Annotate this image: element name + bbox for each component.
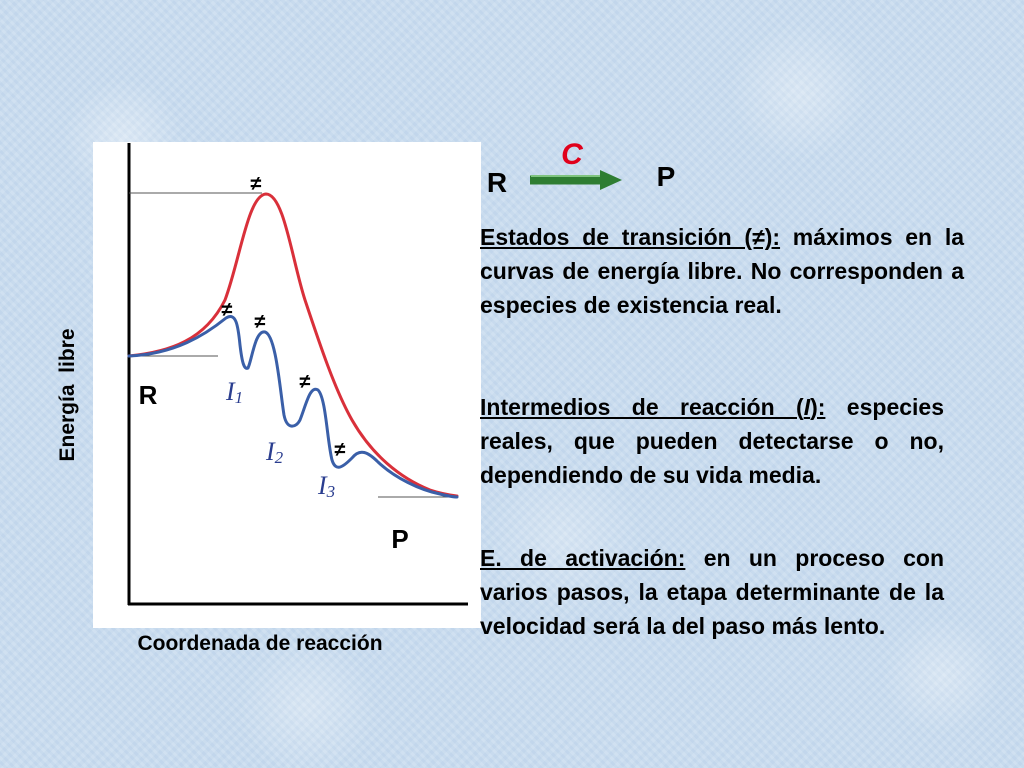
reaction-arrow-head xyxy=(600,170,622,190)
intermediates-text: especies reales, que pueden detectarse o… xyxy=(480,394,944,488)
intermediate-label-1: I1 xyxy=(225,377,243,407)
transition-state-symbol-4: ≠ xyxy=(335,439,346,461)
scheme-catalyst-label: C xyxy=(561,138,584,171)
y-axis-label: Energía libre xyxy=(56,328,79,461)
activation-energy-text: en un proceso con varios pasos, la etapa… xyxy=(480,545,944,639)
activation-energy-paragraph: E. de activación: en un proceso con vari… xyxy=(480,541,944,643)
activation-energy-term: E. de activación: xyxy=(480,545,686,571)
intermediate-label-2: I2 xyxy=(265,437,284,467)
transition-states-text: máximos en la curvas de energía libre. N… xyxy=(480,224,964,318)
transition-state-symbol-3: ≠ xyxy=(300,371,311,393)
diagram-reactant-label: R xyxy=(139,380,158,410)
transition-state-symbol-1: ≠ xyxy=(222,299,233,321)
intermediate-label-3: I3 xyxy=(317,471,335,501)
catalyzed-energy-curve xyxy=(127,315,459,499)
energy-diagram-panel xyxy=(93,142,481,628)
transition-state-symbol-main: ≠ xyxy=(251,173,262,195)
transition-state-symbol-2: ≠ xyxy=(255,311,266,333)
transition-states-term: Estados de transición (≠): xyxy=(480,224,781,250)
scheme-reactant-label: R xyxy=(487,167,507,198)
uncatalyzed-energy-curve xyxy=(127,192,459,498)
scheme-product-label: P xyxy=(657,161,676,192)
diagram-product-label: P xyxy=(391,524,408,554)
intermediates-term: Intermedios de reacción (I): xyxy=(480,394,826,420)
transition-states-paragraph: Estados de transición (≠): máximos en la… xyxy=(480,220,964,322)
intermediates-paragraph: Intermedios de reacción (I): especies re… xyxy=(480,390,944,492)
x-axis-label: Coordenada de reacción xyxy=(137,632,382,655)
